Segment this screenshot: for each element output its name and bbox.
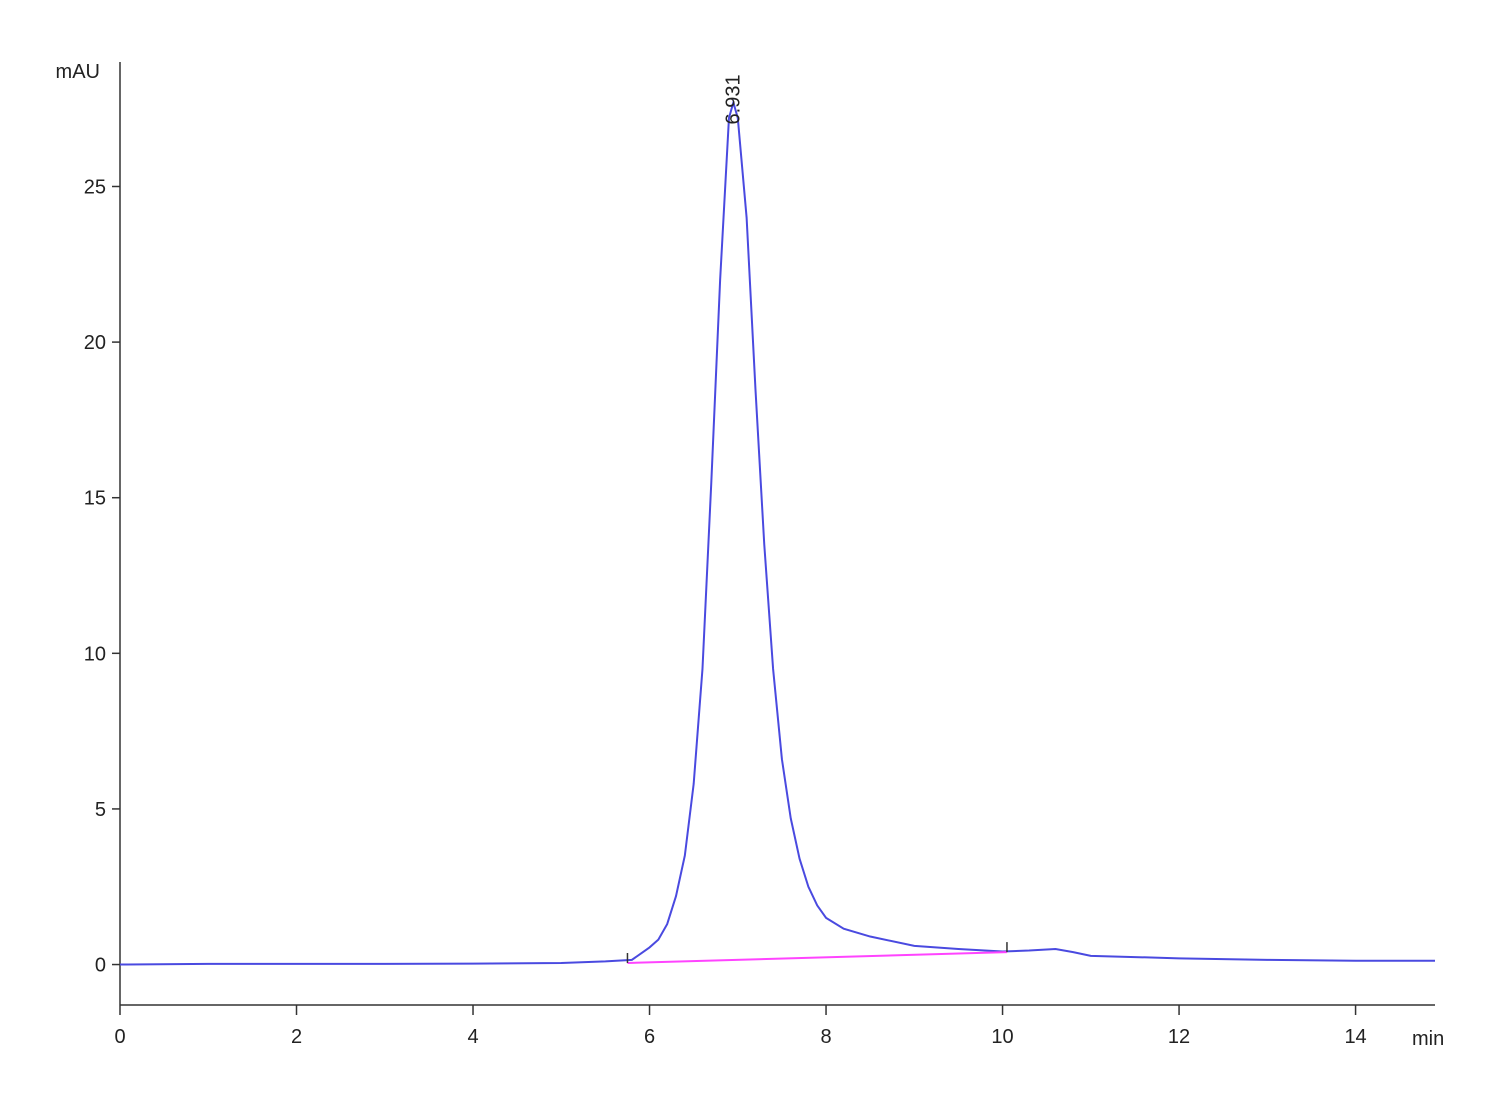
x-tick-label: 8 [820, 1026, 831, 1048]
y-tick-label: 15 [84, 488, 106, 510]
y-axis-label: mAU [56, 61, 100, 83]
y-tick-label: 20 [84, 332, 106, 354]
y-tick-label: 10 [84, 643, 106, 665]
x-axis-label: min [1412, 1028, 1444, 1050]
chromatogram-line [119, 98, 1435, 966]
x-tick-label: 4 [467, 1026, 478, 1048]
x-tick-label: 12 [1168, 1026, 1190, 1048]
x-tick-label: 2 [291, 1026, 302, 1048]
x-tick-label: 14 [1344, 1026, 1366, 1048]
x-tick-label: 6 [644, 1026, 655, 1048]
y-tick-label: 5 [95, 799, 106, 821]
peak-label: 6.931 [723, 74, 745, 124]
x-tick-label: 0 [114, 1026, 125, 1048]
baseline-line [627, 951, 1007, 964]
x-tick-label: 10 [991, 1026, 1013, 1048]
y-tick-label: 25 [84, 176, 106, 198]
y-tick-label: 0 [95, 955, 106, 977]
